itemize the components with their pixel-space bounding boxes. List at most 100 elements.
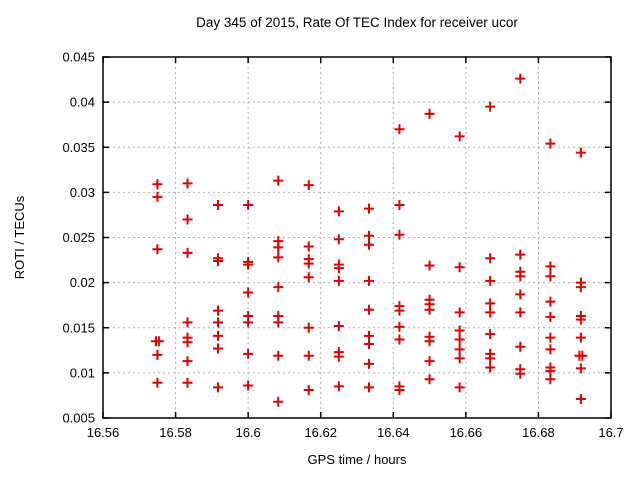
- scatter-point-marker: [454, 325, 465, 336]
- scatter-point-marker: [243, 287, 254, 298]
- scatter-point-marker: [454, 353, 465, 364]
- scatter-point-marker: [454, 334, 465, 345]
- scatter-point-marker: [363, 382, 374, 393]
- scatter-point-marker: [363, 304, 374, 315]
- scatter-point-marker: [545, 311, 556, 322]
- scatter-point-marker: [303, 258, 314, 269]
- scatter-point-marker: [394, 124, 405, 135]
- x-tick-label: 16.56: [87, 425, 120, 440]
- scatter-point-marker: [515, 249, 526, 260]
- scatter-point-marker: [152, 191, 163, 202]
- y-tick-label: 0.035: [62, 140, 95, 155]
- scatter-point-marker: [545, 138, 556, 149]
- scatter-point-marker: [485, 329, 496, 340]
- x-tick-label: 16.62: [304, 425, 337, 440]
- y-axis-label: ROTI / TECUs: [12, 195, 27, 279]
- scatter-point-marker: [454, 131, 465, 142]
- x-axis-label: GPS time / hours: [308, 452, 407, 467]
- scatter-point-marker: [545, 261, 556, 272]
- scatter-point-marker: [485, 353, 496, 364]
- scatter-point-marker: [333, 275, 344, 286]
- x-tick-label: 16.68: [522, 425, 555, 440]
- scatter-point-marker: [152, 377, 163, 388]
- data-points: [150, 73, 588, 407]
- scatter-point-marker: [213, 305, 224, 316]
- scatter-point-marker: [303, 350, 314, 361]
- scatter-point-marker: [273, 317, 284, 328]
- gridlines: [103, 57, 611, 418]
- scatter-point-marker: [363, 203, 374, 214]
- scatter-point-marker: [454, 307, 465, 318]
- scatter-point-marker: [545, 271, 556, 282]
- x-tick-label: 16.64: [377, 425, 410, 440]
- y-tick-label: 0.03: [70, 185, 95, 200]
- scatter-point-marker: [243, 380, 254, 391]
- scatter-point-marker: [424, 304, 435, 315]
- scatter-point-marker: [303, 241, 314, 252]
- scatter-point-marker: [394, 229, 405, 240]
- scatter-point-marker: [333, 234, 344, 245]
- scatter-point-marker: [153, 336, 164, 347]
- x-tick-label: 16.6: [235, 425, 260, 440]
- scatter-point-marker: [213, 330, 224, 341]
- scatter-point-marker: [424, 108, 435, 119]
- scatter-point-marker: [424, 260, 435, 271]
- scatter-point-marker: [213, 343, 224, 354]
- y-tick-label: 0.025: [62, 230, 95, 245]
- scatter-point-marker: [303, 272, 314, 283]
- scatter-point-marker: [515, 73, 526, 84]
- scatter-point-marker: [424, 356, 435, 367]
- scatter-point-marker: [273, 175, 284, 186]
- tick-labels: 16.56 16.58 16.6 16.62 16.64 16.66 16.68 16.7 0.…: [62, 50, 623, 441]
- scatter-point-marker: [182, 377, 193, 388]
- scatter-point-marker: [213, 255, 224, 266]
- scatter-point-marker: [243, 348, 254, 359]
- scatter-point-marker: [273, 282, 284, 293]
- scatter-point-marker: [273, 350, 284, 361]
- scatter-point-marker: [213, 317, 224, 328]
- scatter-point-marker: [394, 385, 405, 396]
- scatter-point-marker: [363, 239, 374, 250]
- scatter-point-marker: [515, 271, 526, 282]
- scatter-point-marker: [182, 356, 193, 367]
- scatter-point-marker: [273, 252, 284, 263]
- scatter-point-marker: [303, 385, 314, 396]
- scatter-point-marker: [575, 282, 586, 293]
- x-tick-label: 16.66: [450, 425, 483, 440]
- scatter-point-marker: [333, 206, 344, 217]
- scatter-point-marker: [273, 396, 284, 407]
- scatter-point-marker: [485, 298, 496, 309]
- scatter-point-marker: [515, 289, 526, 300]
- scatter-point-marker: [575, 314, 586, 325]
- scatter-point-marker: [363, 275, 374, 286]
- scatter-point-marker: [515, 307, 526, 318]
- scatter-point-marker: [182, 317, 193, 328]
- scatter-point-marker: [394, 321, 405, 332]
- scatter-point-marker: [303, 180, 314, 191]
- scatter-point-marker: [152, 349, 163, 360]
- scatter-point-marker: [545, 296, 556, 307]
- scatter-point-marker: [454, 262, 465, 273]
- scatter-point-marker: [485, 307, 496, 318]
- scatter-point-marker: [485, 275, 496, 286]
- scatter-point-marker: [577, 350, 588, 361]
- scatter-point-marker: [424, 374, 435, 385]
- scatter-point-marker: [243, 317, 254, 328]
- scatter-point-marker: [545, 332, 556, 343]
- x-tick-label: 16.58: [159, 425, 192, 440]
- y-tick-label: 0.04: [70, 95, 95, 110]
- scatter-point-marker: [213, 200, 224, 211]
- scatter-point-marker: [485, 253, 496, 264]
- scatter-point-marker: [394, 305, 405, 316]
- scatter-point-marker: [273, 242, 284, 253]
- scatter-point-marker: [333, 351, 344, 362]
- scatter-point-marker: [182, 178, 193, 189]
- y-tick-label: 0.005: [62, 411, 95, 426]
- x-tick-label: 16.7: [598, 425, 623, 440]
- scatter-point-marker: [333, 320, 344, 331]
- scatter-point-marker: [485, 101, 496, 112]
- scatter-point-marker: [152, 244, 163, 255]
- scatter-point-marker: [515, 341, 526, 352]
- scatter-point-marker: [182, 214, 193, 225]
